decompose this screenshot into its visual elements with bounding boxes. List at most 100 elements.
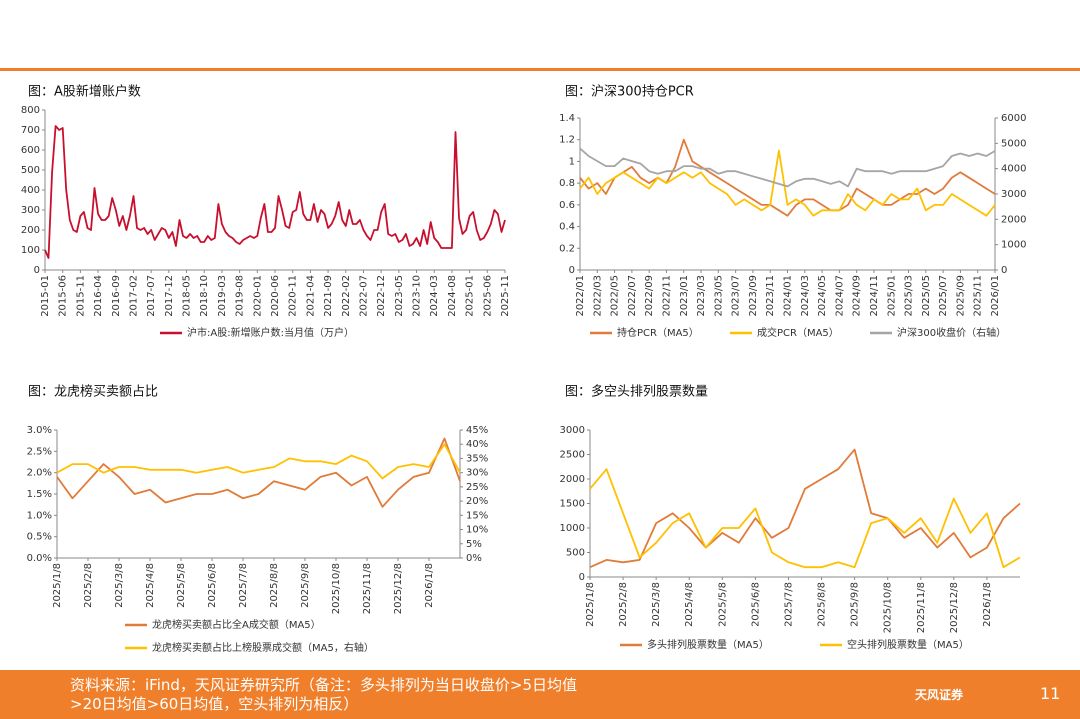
x-tick-label: 2019-03 [217, 275, 228, 317]
x-tick-label: 2022/05 [610, 275, 621, 317]
y2-tick-label: 15% [466, 510, 488, 521]
charts: 图：A股新增账户数01002003004005006007008002015-0… [21, 84, 1027, 655]
data-line [44, 125, 506, 259]
y2-tick-label: 40% [466, 439, 488, 450]
y-tick-label: 0.6 [559, 200, 575, 211]
x-tick-label: 2025/4/8 [145, 563, 156, 608]
y-tick-label: 1 [569, 156, 575, 167]
y-tick-label: 0.2 [559, 243, 575, 254]
y-tick-label: 700 [21, 125, 40, 136]
y2-tick-label: 0% [466, 553, 482, 564]
x-tick-label: 2023/09 [748, 275, 759, 317]
x-tick-label: 2022/11 [661, 275, 672, 317]
y-tick-label: 3000 [560, 425, 585, 436]
x-tick-label: 2025/3/8 [114, 563, 125, 608]
x-tick-label: 2020-01 [252, 275, 263, 317]
y-tick-label: 2.5% [27, 446, 52, 457]
logo: 天风证券 [915, 688, 964, 702]
x-tick-label: 2023-05 [394, 275, 405, 317]
x-tick-label: 2025/7/8 [783, 582, 794, 627]
x-tick-label: 2025/8/8 [817, 582, 828, 627]
source-line: 资料来源：iFind，天风证券研究所（备注：多头排列为当日收盘价>5日均值 [70, 676, 578, 694]
x-tick-label: 2025/2/8 [83, 563, 94, 608]
x-tick-label: 2025/09 [955, 275, 966, 317]
x-tick-label: 2025/11/8 [362, 563, 373, 614]
y-tick-label: 0.5% [27, 532, 52, 543]
legend-label: 持仓PCR（MA5） [617, 326, 699, 339]
x-tick-label: 2025/2/8 [618, 582, 629, 627]
x-tick-label: 2015-01 [40, 275, 51, 317]
y2-tick-label: 6000 [1001, 113, 1026, 124]
x-tick-label: 2025/05 [921, 275, 932, 317]
x-tick-label: 2021-09 [323, 275, 334, 317]
x-tick-label: 2022-12 [376, 275, 387, 317]
y2-tick-label: 35% [466, 453, 488, 464]
y2-tick-label: 5000 [1001, 138, 1026, 149]
x-tick-label: 2023/01 [679, 275, 690, 317]
x-tick-label: 2025/11 [973, 275, 984, 317]
x-tick-label: 2023/03 [696, 275, 707, 317]
y-tick-label: 0.0% [27, 553, 52, 564]
y2-tick-label: 0 [1001, 265, 1007, 276]
x-tick-label: 2023/07 [731, 275, 742, 317]
page-number: 11 [1040, 684, 1061, 703]
x-tick-label: 2025/7/8 [238, 563, 249, 608]
y2-tick-label: 45% [466, 425, 488, 436]
x-tick-label: 2025/6/8 [207, 563, 218, 608]
legend-label: 龙虎榜买卖额占比全A成交额（MA5） [152, 618, 321, 631]
y-tick-label: 800 [21, 105, 40, 116]
x-tick-label: 2025/11/8 [916, 582, 927, 633]
y-tick-label: 0.8 [559, 178, 575, 189]
y-tick-label: 0.4 [559, 222, 575, 233]
x-tick-label: 2024/05 [817, 275, 828, 317]
y-tick-label: 2500 [560, 450, 585, 461]
y2-tick-label: 5% [466, 539, 482, 550]
x-tick-label: 2022/09 [644, 275, 655, 317]
y-tick-label: 1500 [560, 499, 585, 510]
data-line [589, 448, 1021, 569]
x-tick-label: 2023/05 [713, 275, 724, 317]
x-tick-label: 2025/1/8 [585, 582, 596, 627]
x-tick-label: 2025/6/8 [750, 582, 761, 627]
x-tick-label: 2015-06 [58, 275, 69, 317]
y-tick-label: 1.2 [559, 135, 575, 146]
y2-tick-label: 25% [466, 482, 488, 493]
x-tick-label: 2023-10 [412, 275, 423, 317]
y-tick-label: 500 [566, 548, 585, 559]
y-tick-label: 2.0% [27, 468, 52, 479]
x-tick-label: 2026/01 [990, 275, 1001, 317]
data-line [579, 147, 996, 188]
legend-label: 龙虎榜买卖额占比上榜股票成交额（MA5，右轴） [152, 641, 374, 654]
y-tick-label: 0 [569, 265, 575, 276]
y2-tick-label: 1000 [1001, 240, 1026, 251]
y2-tick-label: 20% [466, 496, 488, 507]
x-tick-label: 2024/11 [869, 275, 880, 317]
x-tick-label: 2018-05 [182, 275, 193, 317]
legend-label: 空头排列股票数量（MA5） [847, 638, 969, 651]
x-tick-label: 2025/9/8 [300, 563, 311, 608]
x-tick-label: 2025/9/8 [850, 582, 861, 627]
x-tick-label: 2019-08 [235, 275, 246, 317]
y2-tick-label: 10% [466, 525, 488, 536]
chart-title: 图：龙虎榜买卖额占比 [28, 384, 158, 400]
y-tick-label: 1.5% [27, 489, 52, 500]
source-line: >20日均值>60日均值，空头排列为相反） [70, 695, 359, 713]
y-tick-label: 400 [21, 185, 40, 196]
x-tick-label: 2025-06 [482, 275, 493, 317]
top-rule [0, 68, 1080, 71]
y-tick-label: 1000 [560, 523, 585, 534]
x-tick-label: 2024-03 [429, 275, 440, 317]
x-tick-label: 2016-09 [111, 275, 122, 317]
x-tick-label: 2024/07 [834, 275, 845, 317]
x-tick-label: 2025/4/8 [684, 582, 695, 627]
x-tick-label: 2025/5/8 [176, 563, 187, 608]
x-tick-label: 2017-07 [146, 275, 157, 317]
y-tick-label: 0 [579, 572, 585, 583]
chart-title: 图：多空头排列股票数量 [565, 384, 708, 400]
y-tick-label: 2000 [560, 474, 585, 485]
x-tick-label: 2020-11 [288, 275, 299, 317]
chart-title: 图：A股新增账户数 [28, 84, 141, 100]
x-tick-label: 2022/01 [575, 275, 586, 317]
x-tick-label: 2025-01 [465, 275, 476, 317]
x-tick-label: 2025/12/8 [393, 563, 404, 614]
